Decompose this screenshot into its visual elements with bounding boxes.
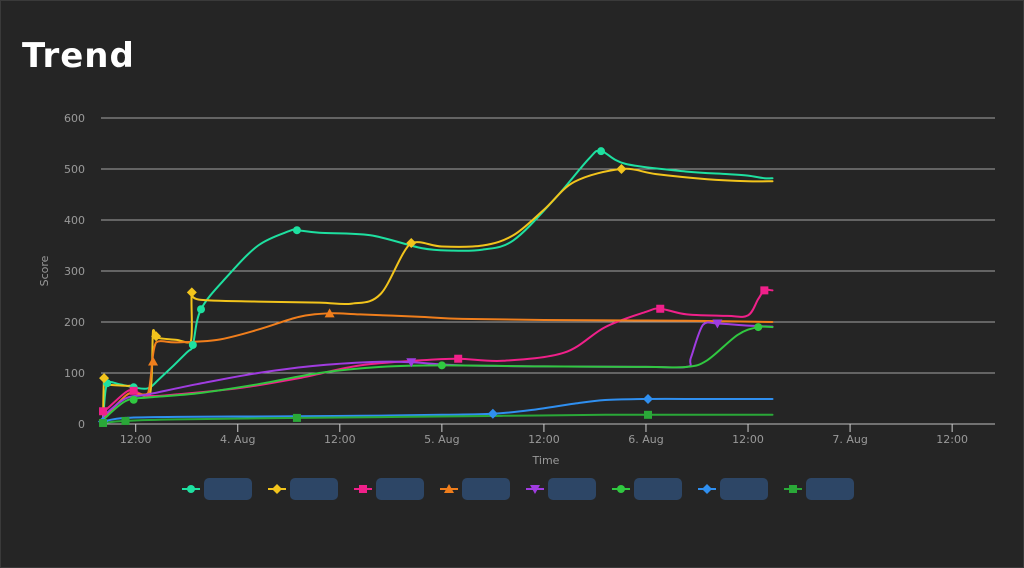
axes: 0 100 200 300 400 500 600 12:00 4. Aug 12:00 5. Au… — [64, 112, 968, 446]
series-3-marker — [760, 286, 769, 295]
series-line-5 — [102, 321, 774, 418]
y-tick-label: 0 — [78, 418, 85, 431]
series-3-marker — [99, 407, 108, 416]
legend-label-redacted — [462, 478, 510, 500]
series-markers — [98, 147, 769, 427]
series-2-marker — [186, 287, 197, 298]
series-5-marker — [712, 319, 723, 329]
legend-swatch-marker — [617, 485, 625, 493]
y-tick-label: 400 — [64, 214, 85, 227]
series-1-marker — [292, 226, 301, 235]
x-tick-label: 12:00 — [528, 433, 560, 446]
series-8-marker — [644, 410, 653, 419]
legend-label-redacted — [548, 478, 596, 500]
series-6-marker — [129, 395, 138, 404]
series-line-7 — [102, 397, 774, 423]
series-line-8 — [102, 413, 774, 424]
series-1-marker — [188, 340, 197, 349]
series-2-marker — [406, 237, 417, 248]
y-axis-title: Score — [38, 255, 51, 286]
series-2-marker — [99, 373, 110, 384]
y-tick-label: 100 — [64, 367, 85, 380]
legend-swatch-marker — [789, 485, 797, 493]
legend-swatch-marker — [187, 485, 195, 493]
legend-item-7 — [698, 478, 768, 500]
legend-swatch-marker — [702, 484, 712, 494]
legend — [182, 478, 854, 500]
y-tick-label: 600 — [64, 112, 85, 125]
y-tick-label: 300 — [64, 265, 85, 278]
series-8-marker — [121, 416, 130, 425]
series-lines — [102, 149, 774, 424]
series-4-marker — [148, 356, 159, 366]
x-axis-title: Time — [532, 454, 560, 467]
legend-item-6 — [612, 478, 682, 500]
legend-label-redacted — [204, 478, 252, 500]
series-5-marker — [406, 358, 417, 368]
legend-swatch-marker — [530, 485, 540, 494]
legend-swatch-marker — [444, 484, 454, 493]
x-tick-label: 12:00 — [120, 433, 152, 446]
grid-lines — [101, 117, 995, 425]
chart-title: Trend — [22, 36, 135, 76]
series-4-marker — [324, 308, 335, 318]
legend-item-1 — [182, 478, 252, 500]
x-tick-label: 6. Aug — [628, 433, 663, 446]
series-1-marker — [197, 305, 206, 314]
series-8-marker — [292, 413, 301, 422]
series-3-marker — [129, 386, 138, 395]
y-tick-label: 500 — [64, 163, 85, 176]
x-tick-label: 5. Aug — [424, 433, 459, 446]
x-tick-label: 12:00 — [732, 433, 764, 446]
series-line-6 — [102, 325, 774, 421]
series-3-marker — [656, 304, 665, 313]
y-tick-label: 200 — [64, 316, 85, 329]
legend-item-2 — [268, 478, 338, 500]
legend-label-redacted — [376, 478, 424, 500]
legend-item-3 — [354, 478, 424, 500]
series-1-marker — [597, 147, 606, 156]
series-7-marker — [643, 394, 654, 405]
series-2-marker — [616, 164, 627, 174]
legend-item-4 — [440, 478, 510, 500]
series-6-marker — [754, 323, 763, 332]
legend-swatch-marker — [359, 485, 367, 493]
x-tick-label: 12:00 — [936, 433, 968, 446]
series-6-marker — [437, 361, 446, 370]
series-line-1 — [102, 149, 774, 423]
legend-swatch-marker — [272, 484, 282, 494]
legend-label-redacted — [720, 478, 768, 500]
series-8-marker — [99, 418, 108, 427]
legend-item-5 — [526, 478, 596, 500]
series-7-marker — [487, 408, 498, 419]
series-3-marker — [454, 354, 463, 363]
legend-label-redacted — [290, 478, 338, 500]
legend-label-redacted — [634, 478, 682, 500]
x-tick-label: 7. Aug — [832, 433, 867, 446]
legend-label-redacted — [806, 478, 854, 500]
x-tick-label: 12:00 — [324, 433, 356, 446]
series-2-marker — [151, 331, 162, 342]
x-tick-label: 4. Aug — [220, 433, 255, 446]
legend-item-8 — [784, 478, 854, 500]
